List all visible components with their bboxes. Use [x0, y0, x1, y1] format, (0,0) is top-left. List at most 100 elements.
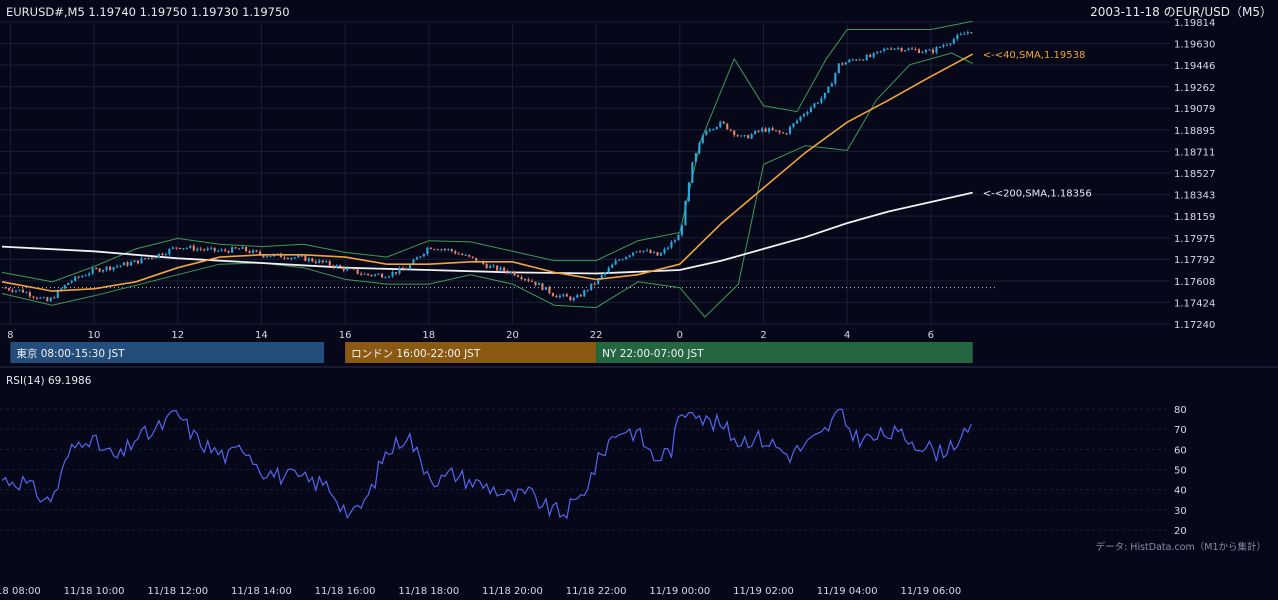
- candle-body: [673, 240, 676, 242]
- candle-body: [241, 247, 244, 249]
- candle-body: [910, 48, 914, 50]
- candle-body: [401, 267, 405, 269]
- candle-body: [788, 126, 792, 134]
- candle-body: [63, 284, 66, 289]
- candle-body: [133, 260, 136, 263]
- candle-body: [105, 266, 108, 271]
- session-bar: [596, 342, 973, 363]
- candle-body: [318, 260, 321, 263]
- candle-body: [893, 48, 896, 50]
- price-tick-label: 1.17240: [1174, 320, 1215, 331]
- candle-body: [663, 248, 666, 254]
- candle-body: [569, 296, 572, 301]
- rsi-tick-label: 30: [1174, 506, 1187, 517]
- candle-body: [252, 250, 255, 253]
- candle-body: [18, 289, 21, 291]
- price-tick-label: 1.19446: [1174, 61, 1215, 72]
- datetime-axis: 11/18 08:00 11/18 10:00 11/18 12:00 11/18 1…: [0, 586, 961, 597]
- candle-body: [168, 248, 171, 255]
- candle-body: [691, 162, 694, 183]
- candle-body: [185, 247, 188, 249]
- candle-body: [304, 255, 307, 261]
- candle-body: [415, 257, 418, 260]
- candle-body: [579, 295, 582, 297]
- price-tick-label: 1.17792: [1174, 255, 1215, 266]
- price-tick-label: 1.17975: [1174, 234, 1215, 245]
- candle-body: [611, 264, 614, 268]
- candle-body: [952, 39, 955, 44]
- candle-body: [883, 48, 886, 51]
- candle-body: [740, 135, 743, 137]
- candle-body: [297, 255, 300, 258]
- candle-body: [625, 256, 628, 260]
- candle-body: [206, 248, 209, 250]
- candle-body: [848, 59, 851, 63]
- sma200-label: <-<200,SMA,1.18356: [983, 189, 1092, 200]
- hour-tick-label: 10: [88, 330, 101, 341]
- candle-body: [339, 265, 342, 267]
- datetime-tick-label: 11/19 04:00: [817, 586, 878, 597]
- candle-body: [775, 130, 778, 132]
- candle-body: [328, 261, 331, 266]
- candle-body: [820, 98, 823, 103]
- candle-body: [858, 59, 861, 61]
- candle-body: [855, 59, 858, 61]
- candle-body: [126, 262, 129, 266]
- datetime-tick-label: 11/19 00:00: [649, 586, 710, 597]
- hour-tick-label: 14: [255, 330, 268, 341]
- candle-body: [652, 252, 656, 254]
- candle-body: [565, 294, 568, 297]
- candle-body: [886, 48, 889, 50]
- candle-body: [872, 53, 875, 57]
- rsi-tick-label: 70: [1174, 425, 1187, 436]
- candle-body: [398, 267, 401, 274]
- candle-body: [21, 289, 24, 293]
- candle-body: [234, 247, 237, 249]
- candle-body: [931, 49, 935, 53]
- candle-body: [293, 257, 296, 259]
- candle-body: [541, 283, 544, 290]
- candle-body: [377, 273, 380, 275]
- candle-body: [269, 256, 272, 258]
- candle-body: [698, 143, 701, 154]
- candle-body: [74, 276, 77, 281]
- chart-title: 2003-11-18 のEUR/USD（M5）: [1090, 5, 1272, 19]
- candle-body: [632, 252, 635, 256]
- price-tick-label: 1.18711: [1174, 147, 1215, 158]
- candle-body: [945, 44, 948, 46]
- candle-body: [88, 273, 91, 276]
- candle-body: [806, 111, 809, 115]
- candle-body: [656, 252, 659, 256]
- price-tick-label: 1.19079: [1174, 104, 1215, 115]
- candle-body: [4, 287, 7, 289]
- candle-body: [795, 120, 799, 124]
- candle-body: [708, 129, 711, 131]
- candle-body: [914, 48, 917, 50]
- datetime-tick-label: 11/18 18:00: [398, 586, 459, 597]
- hour-tick-label: 22: [590, 330, 603, 341]
- candle-body: [768, 128, 771, 132]
- candle-body: [203, 249, 206, 251]
- candle-body: [28, 292, 31, 297]
- candle-body: [900, 48, 903, 52]
- candle-body: [67, 282, 70, 285]
- candle-body: [387, 276, 391, 278]
- candle-body: [813, 103, 816, 108]
- candle-body: [25, 292, 28, 294]
- candle-body: [928, 49, 931, 51]
- candle-body: [349, 268, 352, 270]
- candle-body: [879, 50, 882, 52]
- candle-body: [475, 257, 478, 262]
- candle-body: [771, 128, 774, 131]
- candle-body: [136, 260, 140, 264]
- candlesticks: [4, 30, 973, 302]
- candle-body: [429, 247, 432, 250]
- candle-body: [694, 153, 697, 163]
- candle-body: [245, 247, 248, 252]
- candle-body: [49, 297, 52, 302]
- rsi-tick-label: 60: [1174, 445, 1187, 456]
- candle-body: [628, 255, 631, 257]
- candle-body: [733, 130, 736, 136]
- candle-body: [904, 50, 907, 52]
